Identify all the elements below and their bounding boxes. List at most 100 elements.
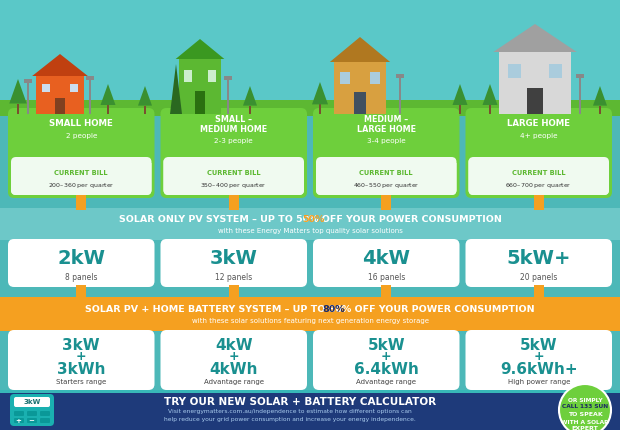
Text: Visit energymatters.com.au/independence to estimate how different options can: Visit energymatters.com.au/independence … bbox=[168, 409, 412, 415]
FancyBboxPatch shape bbox=[10, 394, 54, 426]
Text: LARGE HOME: LARGE HOME bbox=[356, 126, 416, 135]
Bar bbox=[224, 76, 232, 80]
Bar bbox=[381, 285, 391, 299]
Bar bbox=[249, 106, 251, 114]
Bar bbox=[42, 83, 50, 92]
FancyBboxPatch shape bbox=[466, 330, 612, 390]
Bar bbox=[0, 390, 620, 393]
Text: 5kW+: 5kW+ bbox=[507, 249, 571, 268]
Polygon shape bbox=[170, 64, 182, 114]
Bar bbox=[184, 70, 192, 82]
Bar bbox=[27, 79, 29, 114]
FancyBboxPatch shape bbox=[40, 418, 50, 423]
Text: SOLAR ONLY PV SYSTEM – UP TO 50% OFF YOUR POWER CONSUMPTION: SOLAR ONLY PV SYSTEM – UP TO 50% OFF YOU… bbox=[118, 215, 502, 224]
Bar bbox=[576, 74, 584, 78]
Text: CURRENT BILL: CURRENT BILL bbox=[207, 170, 260, 176]
Bar bbox=[549, 64, 562, 78]
Bar bbox=[36, 76, 84, 114]
FancyBboxPatch shape bbox=[14, 397, 50, 407]
Text: $660 – $700 per quarter: $660 – $700 per quarter bbox=[505, 181, 572, 190]
Text: TRY OUR NEW SOLAR + BATTERY CALCULATOR: TRY OUR NEW SOLAR + BATTERY CALCULATOR bbox=[164, 397, 436, 407]
Bar bbox=[370, 72, 380, 84]
Text: Starters range: Starters range bbox=[56, 379, 107, 385]
Bar bbox=[164, 157, 304, 163]
Bar bbox=[69, 83, 78, 92]
Text: +: + bbox=[228, 350, 239, 363]
Bar bbox=[534, 285, 544, 299]
Text: −: − bbox=[28, 418, 34, 424]
Text: 4kWh: 4kWh bbox=[210, 362, 258, 377]
Bar bbox=[11, 157, 151, 163]
Bar bbox=[55, 98, 65, 114]
Bar bbox=[354, 92, 366, 114]
Polygon shape bbox=[312, 82, 328, 104]
Bar bbox=[340, 72, 350, 84]
Text: 3kWh: 3kWh bbox=[57, 362, 105, 377]
Text: WITH A SOLAR: WITH A SOLAR bbox=[561, 420, 609, 424]
Text: 4kW: 4kW bbox=[215, 338, 252, 353]
FancyBboxPatch shape bbox=[316, 157, 456, 195]
Bar bbox=[86, 76, 94, 80]
Bar bbox=[0, 297, 620, 331]
Text: High power range: High power range bbox=[508, 379, 570, 385]
Polygon shape bbox=[494, 24, 577, 52]
Polygon shape bbox=[482, 84, 497, 105]
Text: $200 – $360 per quarter: $200 – $360 per quarter bbox=[48, 181, 115, 190]
Text: with these Energy Matters top quality solar solutions: with these Energy Matters top quality so… bbox=[218, 228, 402, 234]
Text: help reduce your grid power consumption and increase your energy independence.: help reduce your grid power consumption … bbox=[164, 418, 416, 423]
FancyBboxPatch shape bbox=[11, 157, 151, 195]
Text: 2kW: 2kW bbox=[57, 249, 105, 268]
Bar bbox=[0, 390, 620, 430]
Text: 80%: 80% bbox=[322, 304, 345, 313]
Bar bbox=[599, 106, 601, 114]
Bar bbox=[0, 0, 620, 110]
Text: 3kW: 3kW bbox=[63, 338, 100, 353]
FancyBboxPatch shape bbox=[27, 418, 37, 423]
Bar bbox=[76, 285, 86, 299]
Bar bbox=[399, 74, 401, 114]
Bar bbox=[89, 76, 91, 114]
Bar bbox=[319, 104, 321, 114]
Bar bbox=[229, 192, 239, 210]
FancyBboxPatch shape bbox=[313, 108, 459, 198]
Bar bbox=[396, 74, 404, 78]
Polygon shape bbox=[175, 39, 224, 59]
Bar bbox=[17, 104, 19, 114]
FancyBboxPatch shape bbox=[466, 108, 612, 198]
Text: +: + bbox=[76, 350, 87, 363]
Bar bbox=[0, 100, 620, 116]
Bar bbox=[227, 76, 229, 114]
Text: 50%: 50% bbox=[303, 215, 325, 224]
Bar bbox=[506, 74, 514, 78]
FancyBboxPatch shape bbox=[316, 157, 456, 195]
FancyBboxPatch shape bbox=[27, 411, 37, 416]
FancyBboxPatch shape bbox=[469, 157, 609, 195]
Bar bbox=[459, 105, 461, 114]
Text: $460 – $550 per quarter: $460 – $550 per quarter bbox=[353, 181, 420, 190]
Bar bbox=[316, 157, 456, 163]
Text: 4+ people: 4+ people bbox=[520, 133, 557, 139]
Text: 2 people: 2 people bbox=[66, 133, 97, 139]
Polygon shape bbox=[453, 84, 467, 105]
Bar bbox=[179, 59, 221, 114]
FancyBboxPatch shape bbox=[313, 330, 459, 390]
Bar bbox=[0, 208, 620, 240]
Bar bbox=[195, 91, 205, 114]
Polygon shape bbox=[330, 37, 390, 62]
FancyBboxPatch shape bbox=[466, 239, 612, 287]
Text: Advantage range: Advantage range bbox=[356, 379, 416, 385]
FancyBboxPatch shape bbox=[164, 157, 304, 195]
Text: $350 – $400 per quarter: $350 – $400 per quarter bbox=[200, 181, 267, 190]
FancyBboxPatch shape bbox=[313, 239, 459, 287]
Text: 3kW: 3kW bbox=[210, 249, 258, 268]
Text: SMALL –: SMALL – bbox=[215, 116, 252, 125]
Polygon shape bbox=[243, 86, 257, 106]
Text: 2-3 people: 2-3 people bbox=[215, 138, 253, 144]
Polygon shape bbox=[593, 86, 607, 106]
Polygon shape bbox=[100, 84, 115, 105]
FancyBboxPatch shape bbox=[8, 108, 154, 198]
Text: 3-4 people: 3-4 people bbox=[367, 138, 405, 144]
Text: MEDIUM –: MEDIUM – bbox=[364, 116, 409, 125]
Text: OR SIMPLY: OR SIMPLY bbox=[568, 397, 602, 402]
Polygon shape bbox=[138, 86, 152, 106]
